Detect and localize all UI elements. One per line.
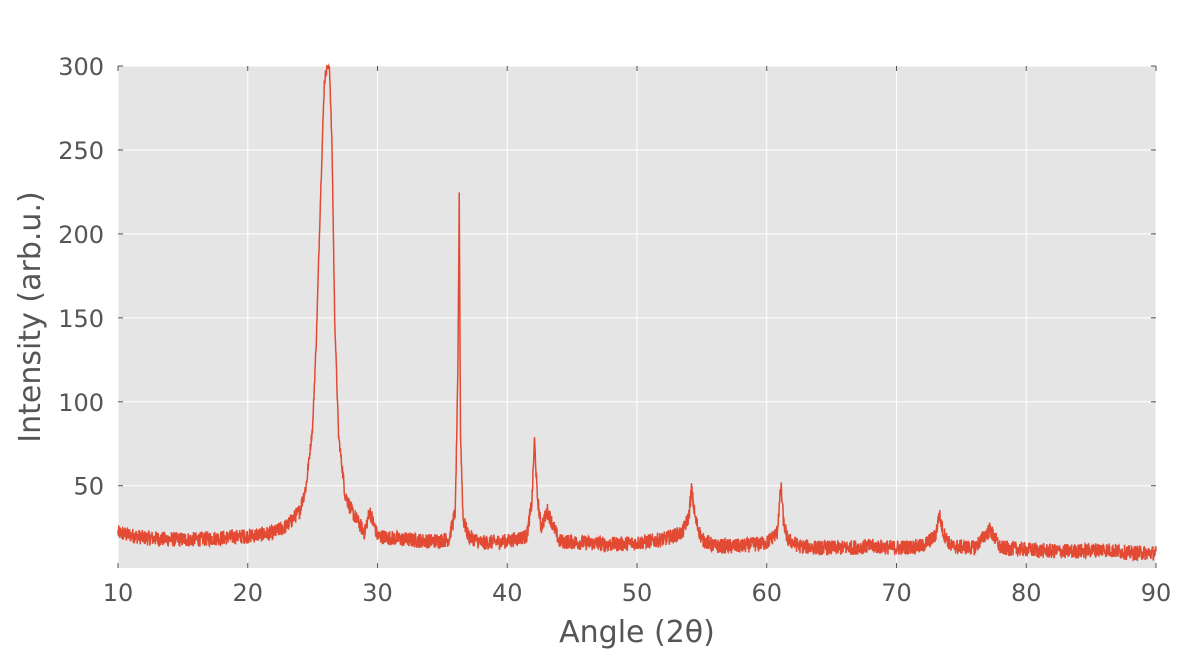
x-tick-label: 40 bbox=[492, 579, 523, 607]
x-tick-label: 50 bbox=[622, 579, 653, 607]
y-tick-label: 100 bbox=[58, 389, 104, 417]
x-tick-label: 20 bbox=[232, 579, 263, 607]
y-tick-labels: 50 100 150 200 250 300 bbox=[58, 53, 104, 501]
x-tick-label: 70 bbox=[881, 579, 912, 607]
y-tick-label: 150 bbox=[58, 305, 104, 333]
x-tick-label: 60 bbox=[751, 579, 782, 607]
y-tick-label: 200 bbox=[58, 221, 104, 249]
x-tick-label: 80 bbox=[1011, 579, 1042, 607]
x-tick-label: 30 bbox=[362, 579, 393, 607]
x-axis-label: Angle (2θ) bbox=[559, 615, 715, 650]
tick-marks bbox=[117, 65, 1157, 568]
x-tick-labels: 10 20 30 40 50 60 70 80 90 bbox=[103, 579, 1172, 607]
x-tick-label: 10 bbox=[103, 579, 134, 607]
intensity-series-line bbox=[117, 63, 1157, 562]
y-axis-label: Intensity (arb.u.) bbox=[13, 191, 48, 442]
y-tick-label: 300 bbox=[58, 53, 104, 81]
y-tick-label: 250 bbox=[58, 137, 104, 165]
x-tick-label: 90 bbox=[1141, 579, 1172, 607]
y-tick-label: 50 bbox=[73, 473, 104, 501]
